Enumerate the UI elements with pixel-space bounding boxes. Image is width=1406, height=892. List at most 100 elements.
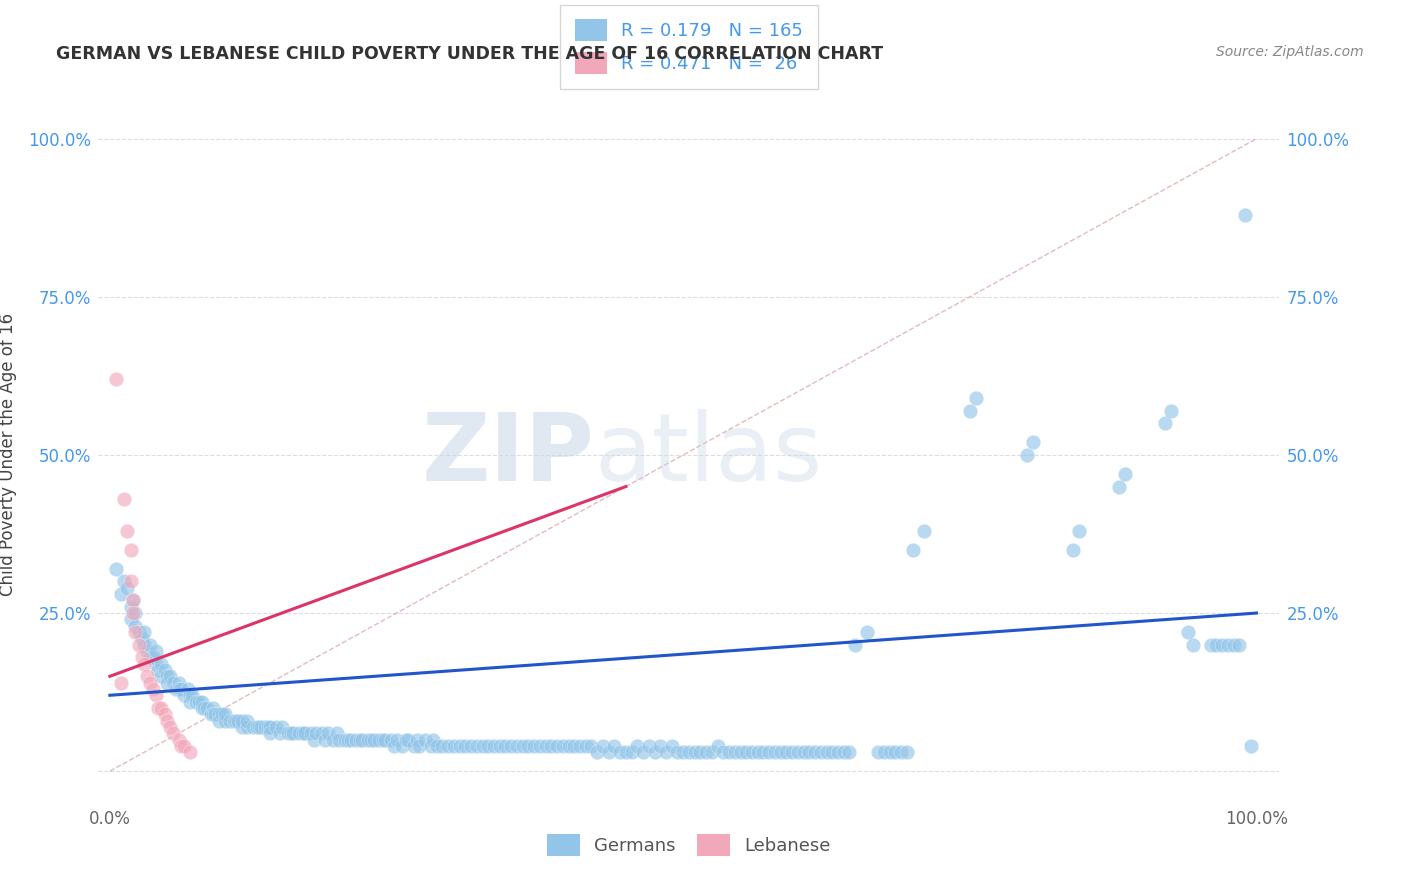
- Point: [146, 663, 169, 677]
- Point: [131, 650, 153, 665]
- Point: [162, 675, 184, 690]
- Point: [124, 625, 146, 640]
- Point: [257, 720, 280, 734]
- Point: [449, 739, 471, 753]
- Point: [236, 714, 259, 728]
- Point: [280, 726, 302, 740]
- Point: [139, 650, 162, 665]
- Point: [1205, 638, 1227, 652]
- Point: [821, 745, 844, 759]
- Point: [134, 625, 156, 640]
- Point: [1177, 625, 1199, 640]
- Point: [460, 739, 482, 753]
- Point: [586, 745, 609, 759]
- Point: [333, 732, 356, 747]
- Point: [650, 739, 672, 753]
- Point: [208, 714, 231, 728]
- Point: [1022, 435, 1045, 450]
- Point: [204, 707, 226, 722]
- Point: [190, 695, 212, 709]
- Point: [135, 669, 157, 683]
- Point: [128, 638, 150, 652]
- Point: [288, 726, 311, 740]
- Point: [159, 720, 181, 734]
- Point: [200, 707, 222, 722]
- Point: [890, 745, 912, 759]
- Point: [167, 681, 190, 696]
- Point: [349, 732, 371, 747]
- Legend: Germans, Lebanese: Germans, Lebanese: [540, 827, 838, 863]
- Point: [368, 732, 391, 747]
- Point: [1153, 417, 1175, 431]
- Point: [110, 587, 132, 601]
- Point: [609, 745, 631, 759]
- Point: [259, 720, 281, 734]
- Point: [374, 732, 396, 747]
- Point: [465, 739, 488, 753]
- Point: [156, 669, 179, 683]
- Point: [322, 732, 344, 747]
- Point: [179, 745, 201, 759]
- Point: [1211, 638, 1233, 652]
- Point: [328, 732, 350, 747]
- Point: [190, 701, 212, 715]
- Text: GERMAN VS LEBANESE CHILD POVERTY UNDER THE AGE OF 16 CORRELATION CHART: GERMAN VS LEBANESE CHILD POVERTY UNDER T…: [56, 45, 883, 62]
- Point: [188, 695, 211, 709]
- Point: [145, 644, 167, 658]
- Point: [482, 739, 505, 753]
- Point: [1234, 208, 1257, 222]
- Point: [360, 732, 382, 747]
- Point: [208, 707, 231, 722]
- Point: [1182, 638, 1205, 652]
- Point: [283, 726, 305, 740]
- Y-axis label: Child Poverty Under the Age of 16: Child Poverty Under the Age of 16: [0, 313, 17, 597]
- Point: [912, 524, 935, 538]
- Point: [380, 732, 402, 747]
- Point: [305, 726, 328, 740]
- Point: [344, 732, 367, 747]
- Point: [471, 739, 494, 753]
- Point: [395, 732, 418, 747]
- Point: [316, 726, 339, 740]
- Point: [855, 625, 877, 640]
- Point: [443, 739, 465, 753]
- Point: [523, 739, 546, 753]
- Point: [959, 403, 981, 417]
- Point: [695, 745, 717, 759]
- Point: [724, 745, 747, 759]
- Point: [569, 739, 592, 753]
- Point: [139, 638, 162, 652]
- Point: [896, 745, 918, 759]
- Point: [150, 669, 173, 683]
- Point: [142, 650, 165, 665]
- Point: [868, 745, 890, 759]
- Point: [165, 681, 187, 696]
- Point: [170, 681, 193, 696]
- Point: [363, 732, 385, 747]
- Point: [184, 695, 207, 709]
- Point: [145, 657, 167, 671]
- Point: [195, 701, 218, 715]
- Point: [150, 701, 173, 715]
- Point: [763, 745, 786, 759]
- Point: [1227, 638, 1250, 652]
- Point: [517, 739, 540, 753]
- Point: [689, 745, 711, 759]
- Point: [879, 745, 901, 759]
- Point: [758, 745, 780, 759]
- Point: [426, 739, 449, 753]
- Point: [139, 675, 162, 690]
- Point: [337, 732, 360, 747]
- Point: [581, 739, 603, 753]
- Point: [162, 726, 184, 740]
- Point: [259, 726, 281, 740]
- Point: [844, 638, 866, 652]
- Point: [302, 732, 325, 747]
- Point: [104, 562, 127, 576]
- Point: [181, 688, 204, 702]
- Point: [672, 745, 695, 759]
- Point: [730, 745, 752, 759]
- Point: [236, 720, 259, 734]
- Point: [291, 726, 314, 740]
- Point: [775, 745, 797, 759]
